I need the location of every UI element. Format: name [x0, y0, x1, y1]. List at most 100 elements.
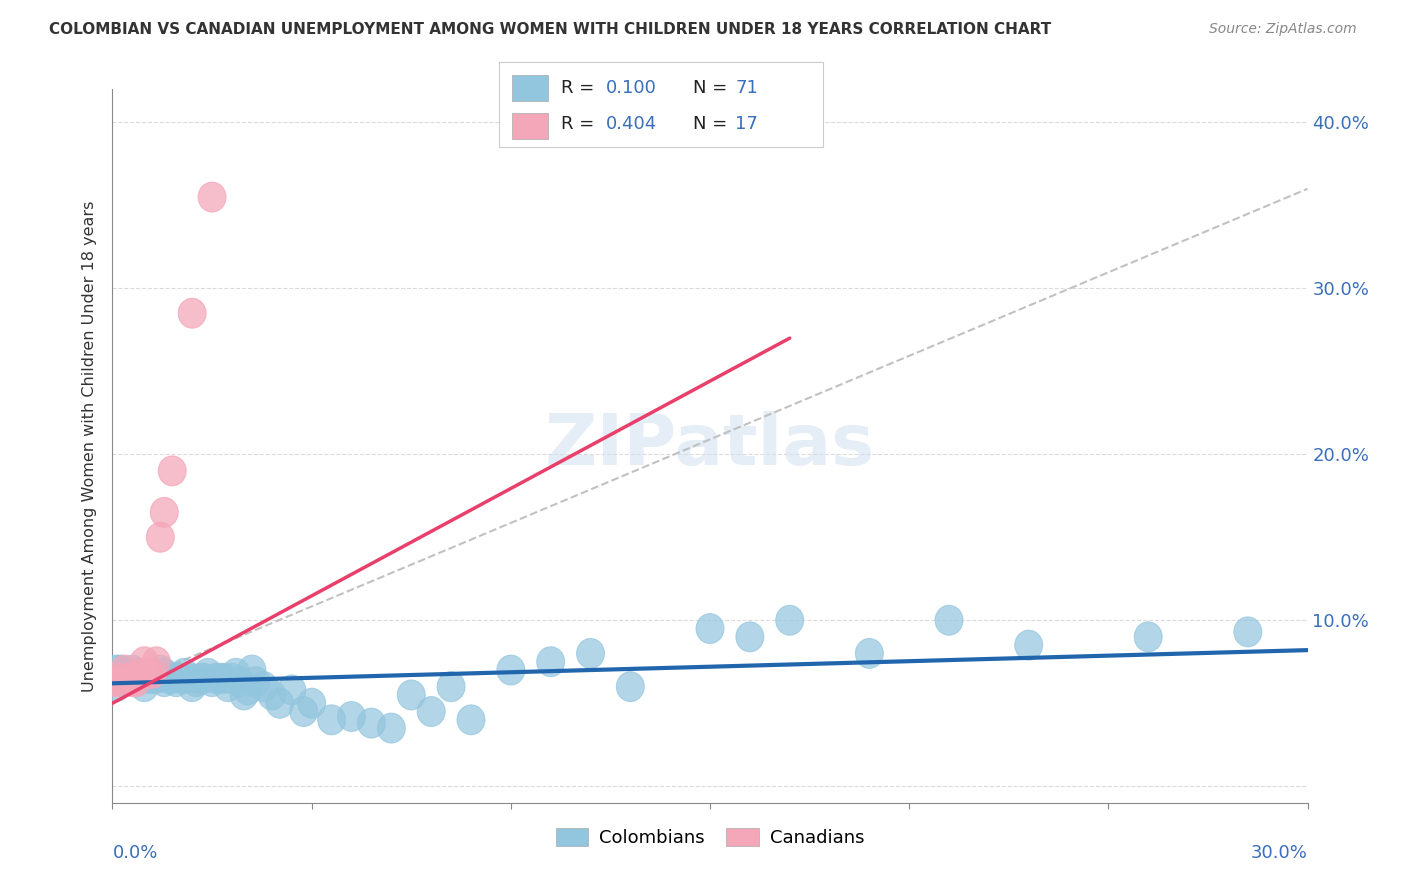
Ellipse shape	[159, 456, 186, 486]
Ellipse shape	[226, 666, 254, 697]
Ellipse shape	[231, 680, 257, 710]
Ellipse shape	[98, 666, 127, 697]
Ellipse shape	[290, 697, 318, 726]
Ellipse shape	[159, 664, 186, 693]
Ellipse shape	[155, 664, 183, 693]
Ellipse shape	[138, 664, 166, 693]
Ellipse shape	[131, 647, 159, 677]
Ellipse shape	[218, 664, 246, 693]
Ellipse shape	[457, 705, 485, 735]
Ellipse shape	[1015, 631, 1043, 660]
Ellipse shape	[357, 708, 385, 738]
Ellipse shape	[114, 664, 142, 693]
Text: 0.404: 0.404	[606, 115, 657, 133]
Ellipse shape	[114, 658, 142, 689]
Ellipse shape	[166, 664, 194, 693]
Ellipse shape	[107, 655, 135, 685]
Ellipse shape	[162, 666, 190, 697]
Text: 0.100: 0.100	[606, 78, 657, 97]
Ellipse shape	[118, 666, 146, 697]
Ellipse shape	[418, 697, 446, 726]
Ellipse shape	[318, 705, 346, 735]
Text: R =: R =	[561, 115, 599, 133]
Ellipse shape	[186, 664, 214, 693]
Text: 71: 71	[735, 78, 758, 97]
Ellipse shape	[127, 664, 155, 693]
Ellipse shape	[616, 672, 644, 702]
Ellipse shape	[179, 298, 207, 328]
Ellipse shape	[696, 614, 724, 643]
Ellipse shape	[103, 672, 131, 702]
Ellipse shape	[202, 664, 231, 693]
Ellipse shape	[198, 666, 226, 697]
Ellipse shape	[437, 672, 465, 702]
Ellipse shape	[111, 655, 138, 685]
Ellipse shape	[98, 664, 127, 693]
Ellipse shape	[855, 639, 883, 668]
Ellipse shape	[337, 702, 366, 731]
Ellipse shape	[377, 714, 405, 743]
Ellipse shape	[183, 666, 209, 697]
Ellipse shape	[146, 655, 174, 685]
Ellipse shape	[103, 666, 131, 697]
Ellipse shape	[198, 182, 226, 212]
Ellipse shape	[118, 655, 146, 685]
Ellipse shape	[118, 664, 146, 693]
Ellipse shape	[122, 666, 150, 697]
Ellipse shape	[398, 680, 425, 710]
Ellipse shape	[194, 658, 222, 689]
Text: COLOMBIAN VS CANADIAN UNEMPLOYMENT AMONG WOMEN WITH CHILDREN UNDER 18 YEARS CORR: COLOMBIAN VS CANADIAN UNEMPLOYMENT AMONG…	[49, 22, 1052, 37]
Ellipse shape	[735, 622, 763, 652]
Text: N =: N =	[693, 115, 733, 133]
Ellipse shape	[138, 658, 166, 689]
Text: Source: ZipAtlas.com: Source: ZipAtlas.com	[1209, 22, 1357, 37]
Ellipse shape	[214, 672, 242, 702]
Legend: Colombians, Canadians: Colombians, Canadians	[548, 821, 872, 855]
FancyBboxPatch shape	[512, 75, 547, 101]
Ellipse shape	[127, 658, 155, 689]
Ellipse shape	[142, 647, 170, 677]
FancyBboxPatch shape	[512, 113, 547, 139]
Ellipse shape	[257, 680, 285, 710]
Ellipse shape	[135, 658, 162, 689]
Ellipse shape	[496, 655, 524, 685]
Ellipse shape	[1135, 622, 1163, 652]
Ellipse shape	[1234, 617, 1261, 647]
Ellipse shape	[298, 689, 326, 718]
Text: ZIPatlas: ZIPatlas	[546, 411, 875, 481]
Ellipse shape	[150, 658, 179, 689]
Ellipse shape	[111, 666, 138, 697]
Ellipse shape	[209, 664, 238, 693]
Ellipse shape	[233, 675, 262, 705]
Ellipse shape	[266, 689, 294, 718]
Ellipse shape	[238, 655, 266, 685]
Ellipse shape	[131, 672, 159, 702]
Ellipse shape	[776, 606, 804, 635]
Ellipse shape	[170, 658, 198, 689]
Ellipse shape	[278, 675, 305, 705]
Ellipse shape	[122, 658, 150, 689]
Ellipse shape	[122, 664, 150, 693]
Ellipse shape	[135, 664, 162, 693]
Ellipse shape	[146, 523, 174, 552]
Ellipse shape	[190, 664, 218, 693]
Ellipse shape	[142, 664, 170, 693]
Ellipse shape	[242, 666, 270, 697]
Ellipse shape	[174, 664, 202, 693]
Ellipse shape	[537, 647, 565, 677]
Y-axis label: Unemployment Among Women with Children Under 18 years: Unemployment Among Women with Children U…	[82, 201, 97, 691]
Ellipse shape	[107, 664, 135, 693]
Ellipse shape	[576, 639, 605, 668]
Ellipse shape	[935, 606, 963, 635]
Text: N =: N =	[693, 78, 733, 97]
Ellipse shape	[114, 664, 142, 693]
Ellipse shape	[222, 658, 250, 689]
Ellipse shape	[150, 666, 179, 697]
Text: R =: R =	[561, 78, 599, 97]
Ellipse shape	[179, 672, 207, 702]
Ellipse shape	[150, 498, 179, 527]
Ellipse shape	[250, 672, 278, 702]
Text: 30.0%: 30.0%	[1251, 845, 1308, 863]
Ellipse shape	[138, 658, 166, 689]
Text: 17: 17	[735, 115, 758, 133]
